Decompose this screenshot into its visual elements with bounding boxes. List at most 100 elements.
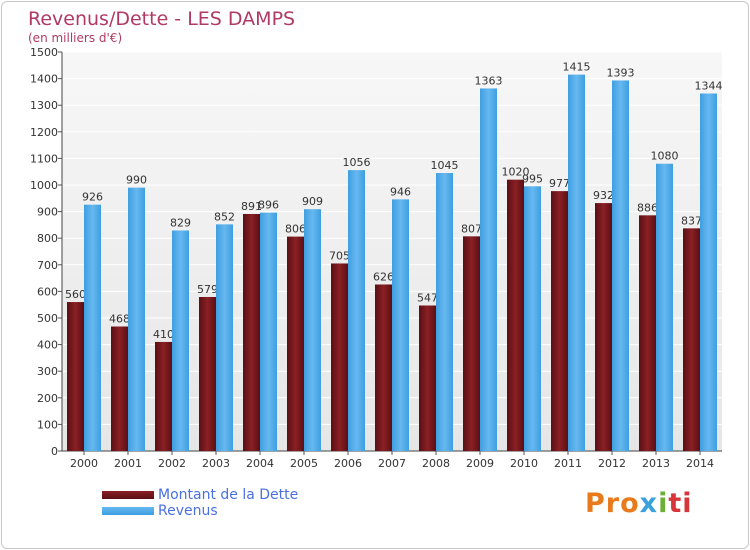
bar-debt: [199, 296, 216, 451]
bar-revenue: [436, 173, 453, 451]
y-tick-label: 1200: [30, 126, 58, 139]
data-label-debt: 410: [153, 328, 174, 341]
x-tick-label: 2013: [642, 457, 670, 470]
bar-debt: [419, 305, 436, 451]
data-label-debt: 705: [329, 249, 350, 262]
bar-debt: [683, 228, 700, 451]
bar-revenue: [392, 199, 409, 451]
bar-debt: [595, 203, 612, 451]
bar-debt: [67, 302, 84, 451]
x-tick-label: 2007: [378, 457, 406, 470]
y-tick-label: 100: [37, 418, 58, 431]
data-label-debt: 626: [373, 270, 394, 283]
y-tick-label: 200: [37, 392, 58, 405]
data-label-debt: 806: [285, 223, 306, 236]
chart-subtitle: (en milliers d'€): [28, 31, 123, 45]
bar-revenue: [128, 187, 145, 451]
data-label-revenue: 909: [302, 195, 323, 208]
y-tick-label: 0: [51, 445, 58, 458]
x-tick-label: 2012: [598, 457, 626, 470]
data-label-debt: 579: [197, 283, 218, 296]
bar-revenue: [304, 209, 321, 451]
bar-debt: [639, 215, 656, 451]
bar-debt: [507, 179, 524, 451]
bar-revenue: [480, 88, 497, 451]
bar-revenue: [348, 170, 365, 451]
data-label-revenue: 1415: [563, 61, 591, 74]
x-tick-label: 2004: [246, 457, 274, 470]
bar-debt: [111, 326, 128, 451]
data-label-revenue: 946: [390, 185, 411, 198]
x-tick-label: 2011: [554, 457, 582, 470]
y-tick-label: 1300: [30, 99, 58, 112]
x-tick-label: 2003: [202, 457, 230, 470]
data-label-revenue: 990: [126, 174, 147, 187]
data-label-revenue: 1344: [695, 79, 723, 92]
data-label-revenue: 926: [82, 191, 103, 204]
data-label-revenue: 829: [170, 216, 191, 229]
bar-debt: [155, 341, 172, 451]
bar-revenue: [172, 230, 189, 451]
data-label-debt: 932: [593, 189, 614, 202]
y-tick-label: 900: [37, 206, 58, 219]
data-label-debt: 886: [637, 201, 658, 214]
bar-debt: [375, 284, 392, 451]
bar-debt: [243, 213, 260, 451]
legend-label-debt: Montant de la Dette: [158, 487, 299, 503]
data-label-debt: 468: [109, 313, 130, 326]
y-tick-label: 600: [37, 285, 58, 298]
bar-revenue: [700, 93, 717, 451]
data-label-debt: 547: [417, 291, 438, 304]
bar-revenue: [216, 224, 233, 451]
data-label-revenue: 896: [258, 199, 279, 212]
data-label-revenue: 995: [522, 172, 543, 185]
y-tick-label: 300: [37, 365, 58, 378]
bar-revenue: [260, 212, 277, 451]
y-tick-label: 1100: [30, 152, 58, 165]
data-label-revenue: 1363: [475, 74, 503, 87]
bar-revenue: [656, 163, 673, 451]
x-tick-label: 2008: [422, 457, 450, 470]
data-label-debt: 807: [461, 222, 482, 235]
legend-swatch-debt: [102, 491, 154, 499]
bar-debt: [463, 236, 480, 451]
legend-item-revenue: Revenus: [102, 503, 362, 520]
data-label-revenue: 1045: [431, 159, 459, 172]
y-tick-label: 500: [37, 312, 58, 325]
y-tick-label: 1000: [30, 179, 58, 192]
data-label-debt: 560: [65, 288, 86, 301]
data-label-revenue: 1080: [651, 150, 679, 163]
data-label-debt: 1020: [502, 166, 530, 179]
x-tick-label: 2006: [334, 457, 362, 470]
y-tick-label: 700: [37, 259, 58, 272]
bar-revenue: [612, 80, 629, 451]
x-tick-label: 2002: [158, 457, 186, 470]
bar-revenue: [568, 74, 585, 452]
x-tick-label: 2014: [686, 457, 714, 470]
y-tick-label: 1500: [30, 46, 58, 59]
legend: Montant de la Dette Revenus: [102, 487, 362, 520]
bar-debt: [331, 263, 348, 451]
legend-item-debt: Montant de la Dette: [102, 487, 362, 504]
x-tick-label: 2001: [114, 457, 142, 470]
legend-swatch-revenue: [102, 507, 154, 515]
proxiti-logo: Proxiti: [585, 488, 693, 519]
y-tick-label: 1400: [30, 73, 58, 86]
y-tick-label: 400: [37, 339, 58, 352]
data-label-debt: 837: [681, 214, 702, 227]
data-label-revenue: 1056: [343, 156, 371, 169]
data-label-revenue: 852: [214, 210, 235, 223]
y-tick-label: 800: [37, 232, 58, 245]
bar-debt: [551, 191, 568, 452]
bar-revenue: [524, 186, 541, 451]
x-tick-label: 2010: [510, 457, 538, 470]
x-tick-label: 2009: [466, 457, 494, 470]
bar-revenue: [84, 204, 101, 451]
x-tick-label: 2000: [70, 457, 98, 470]
data-label-debt: 891: [241, 200, 262, 213]
data-label-debt: 977: [549, 177, 570, 190]
chart-title: Revenus/Dette - LES DAMPS: [28, 8, 296, 30]
legend-label-revenue: Revenus: [158, 503, 218, 519]
